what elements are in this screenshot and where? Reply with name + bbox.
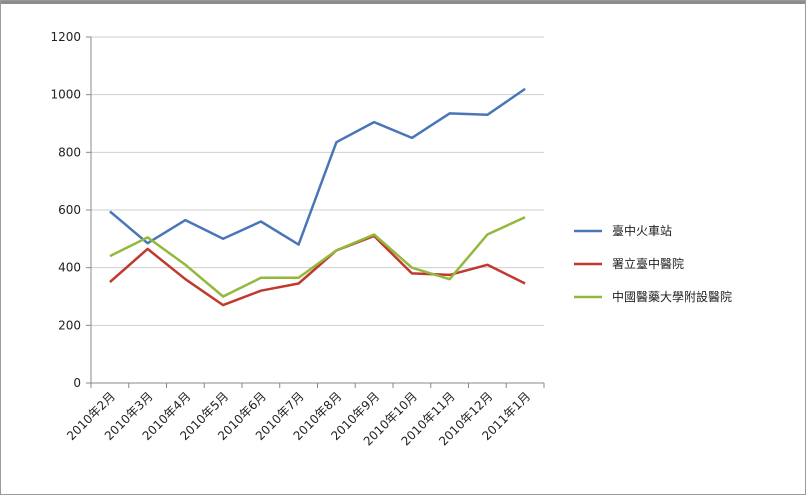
legend-label-2: 署立臺中醫院 [612, 256, 684, 271]
series-line-3 [109, 216, 526, 298]
series-line-1 [109, 87, 526, 246]
y-tick-label: 400 [58, 261, 81, 275]
axes [86, 36, 545, 388]
y-tick-label: 600 [58, 203, 81, 217]
series-lines [109, 87, 526, 307]
y-tick-label: 200 [58, 318, 81, 332]
x-tick-labels: 2010年2月2010年3月2010年4月2010年5月2010年6月2010年… [64, 389, 533, 448]
y-tick-label: 1200 [50, 30, 81, 44]
y-tick-label: 1000 [50, 88, 81, 102]
y-tick-label: 0 [73, 376, 81, 390]
gridlines [91, 36, 544, 326]
legend-label-1: 臺中火車站 [612, 223, 672, 238]
legend-label-3: 中國醫藥大學附設醫院 [612, 289, 732, 304]
y-tick-labels: 0 200 400 600 800 1000 1200 [50, 30, 81, 390]
series-line-2 [109, 234, 526, 307]
y-tick-label: 800 [58, 145, 81, 159]
